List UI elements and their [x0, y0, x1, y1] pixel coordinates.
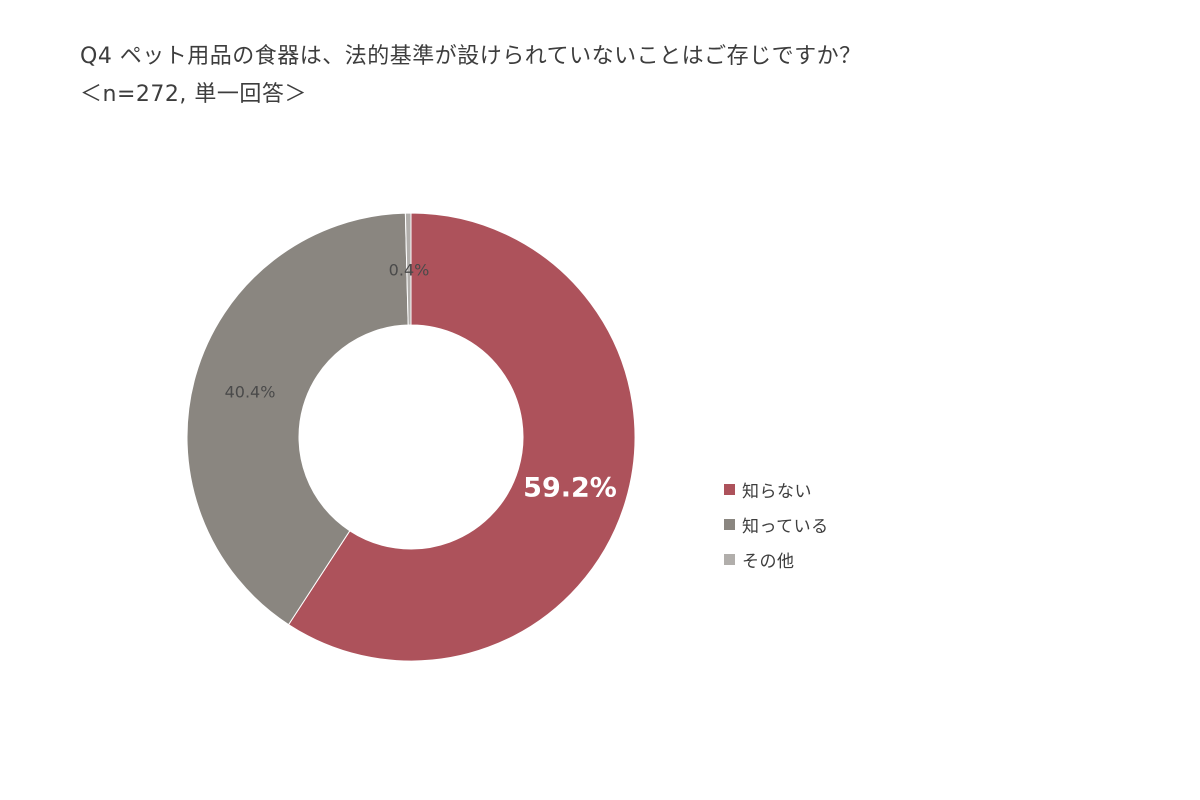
donut-slice-other: [404, 212, 412, 326]
chart-title-sample-info: ＜n=272, 単一回答＞: [80, 82, 307, 107]
legend-item-aware: 知っている: [724, 507, 829, 542]
donut-slice-unaware: [287, 212, 636, 662]
data-label-aware: 40.4%: [225, 383, 276, 402]
donut-slice-aware: [186, 212, 409, 626]
legend-label-other: その他: [742, 552, 795, 572]
legend-swatch-unaware: [724, 484, 735, 495]
legend-item-unaware: 知らない: [724, 472, 829, 507]
legend-label-aware: 知っている: [742, 517, 829, 537]
legend-item-other: その他: [724, 542, 829, 577]
legend-swatch-aware: [724, 519, 735, 530]
donut-data-labels: 59.2% 40.4% 0.4%: [225, 261, 617, 504]
data-label-other: 0.4%: [389, 261, 430, 280]
chart-title: Q4 ペット用品の食器は、法的基準が設けられていないことはご存じですか？ ＜n=…: [80, 38, 862, 114]
data-label-unaware: 59.2%: [523, 473, 617, 504]
legend-swatch-other: [724, 554, 735, 565]
chart-title-question: Q4 ペット用品の食器は、法的基準が設けられていないことはご存じですか？: [80, 44, 862, 69]
legend-label-unaware: 知らない: [742, 482, 812, 502]
donut-slices: [186, 212, 636, 662]
chart-legend: 知らない 知っている その他: [724, 472, 829, 577]
